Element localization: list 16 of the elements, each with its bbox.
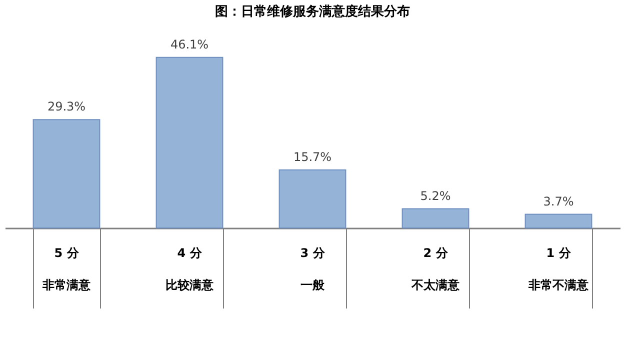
category-label: 2 分不太满意 [412,246,460,292]
bar [402,208,470,228]
data-label: 5.2% [420,188,451,203]
data-label: 3.7% [543,194,574,208]
category-label: 4 分比较满意 [166,246,214,292]
bar [524,214,592,228]
bar [278,169,346,228]
data-label: 46.1% [170,37,209,52]
category-label: 5 分非常满意 [42,246,90,292]
chart-title: 图：日常维修服务满意度结果分布 [215,3,410,20]
bar [32,119,100,228]
category-label: 3 分一般 [300,246,325,292]
data-label: 29.3% [47,100,86,114]
category-label: 1 分非常不满意 [528,246,588,292]
data-label: 15.7% [293,150,332,164]
bar [156,56,224,228]
